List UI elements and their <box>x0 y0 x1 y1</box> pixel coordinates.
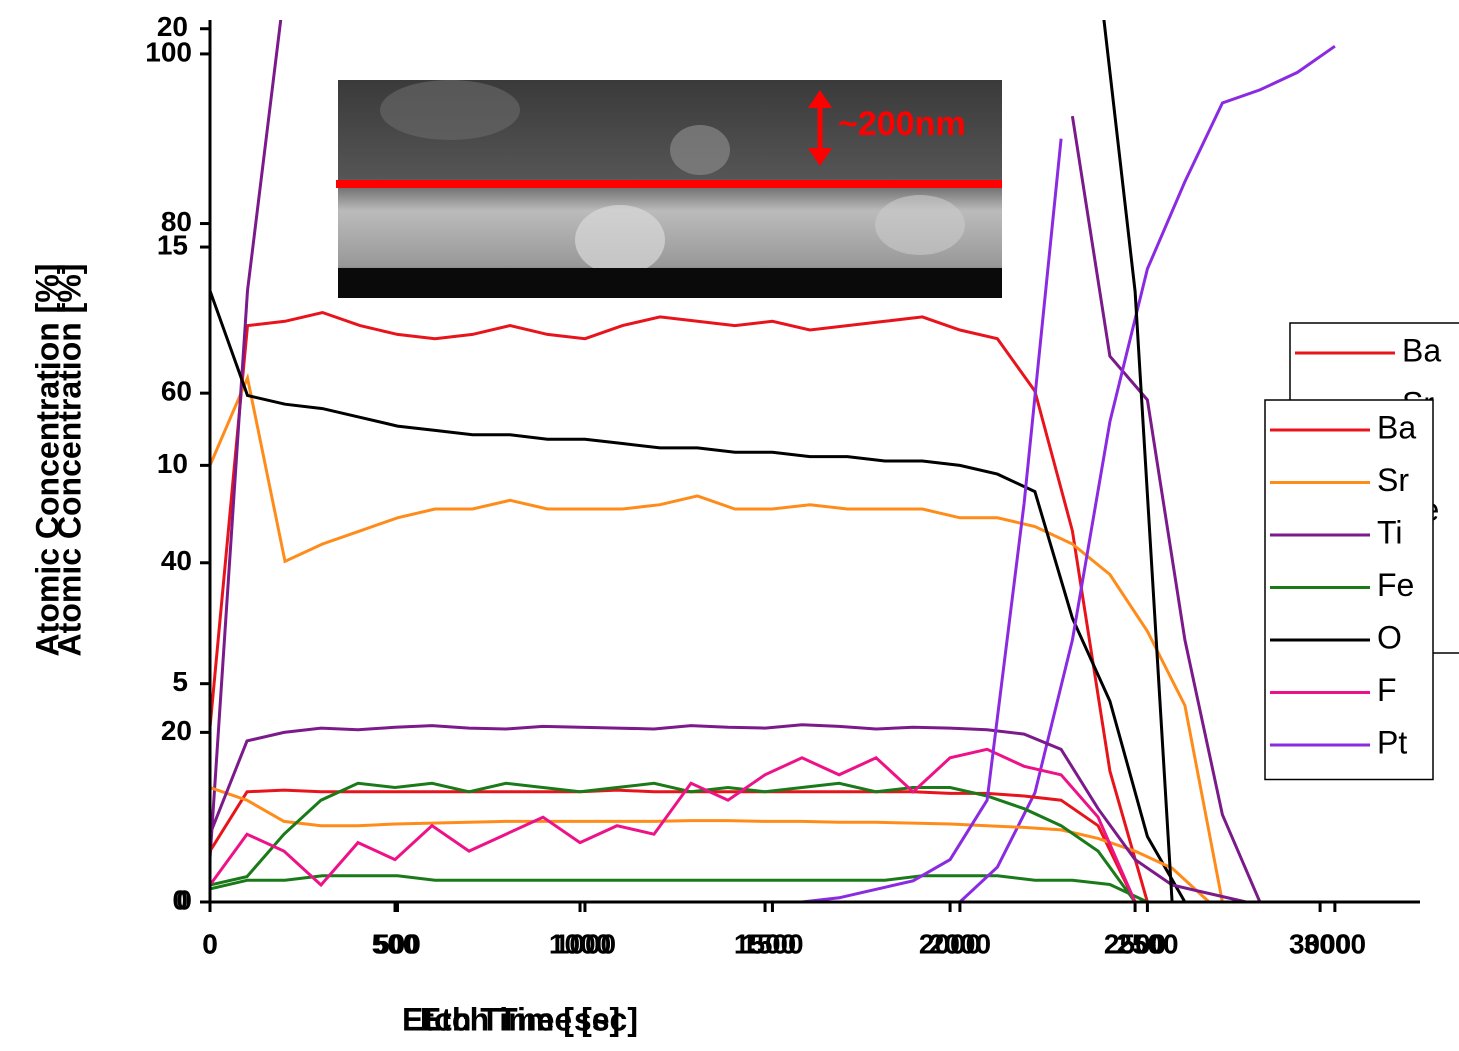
x-tick-label: 2000 <box>929 928 991 959</box>
series-line <box>210 786 1321 902</box>
x-tick-label: 2500 <box>1104 928 1166 959</box>
series-line <box>210 44 1336 902</box>
y-tick-label: 20 <box>157 11 188 42</box>
x-tick-label: 1500 <box>734 928 796 959</box>
series-line <box>210 310 1335 902</box>
x-tick-label: 3000 <box>1304 928 1366 959</box>
y-tick-label: 20 <box>161 715 192 746</box>
legend-label: Fe <box>1377 567 1414 603</box>
y-tick-label: 40 <box>161 545 192 576</box>
x-tick-label: 0 <box>202 928 218 959</box>
y-axis-title: Atomic Concentration [%] <box>29 264 65 657</box>
y-tick-label: 0 <box>176 884 192 915</box>
legend-box <box>1264 399 1434 781</box>
y-tick-label: 80 <box>161 206 192 237</box>
series-line <box>210 373 1335 902</box>
y-tick-label: 60 <box>161 376 192 407</box>
series-line <box>210 20 1335 902</box>
legend-label: Ba <box>1377 409 1416 445</box>
series-line <box>210 874 1335 902</box>
x-tick-label: 0 <box>202 928 218 959</box>
x-tick-label: 1000 <box>554 928 616 959</box>
x-tick-label: 1000 <box>549 928 611 959</box>
x-tick-label: 500 <box>374 928 421 959</box>
y-tick-label: 0 <box>172 884 188 915</box>
sem-inset: ~200nm <box>336 80 1002 298</box>
series-line <box>210 290 1335 902</box>
y-axis-title: Atomic Concentration [%] <box>51 264 87 657</box>
y-tick-label: 15 <box>157 229 188 260</box>
series-line <box>210 723 1321 902</box>
inset-label: ~200nm <box>838 105 966 143</box>
legend-label: O <box>1377 619 1402 655</box>
series-line <box>210 781 1321 902</box>
series-line <box>210 747 1321 902</box>
legend-label: Ba <box>1402 332 1441 368</box>
legend-label: Pt <box>1377 724 1407 760</box>
legend-label: Sr <box>1377 462 1409 498</box>
x-tick-label: 2000 <box>919 928 981 959</box>
x-tick-label: 3000 <box>1289 928 1351 959</box>
x-axis-title: Etch Time [s] <box>420 1001 620 1037</box>
x-tick-label: 1500 <box>741 928 803 959</box>
x-tick-label: 2500 <box>1116 928 1178 959</box>
series-line <box>210 138 1063 902</box>
series-line <box>1102 20 1321 902</box>
x-axis-title: Etch Time [sec] <box>402 1001 638 1037</box>
y-tick-label: 5 <box>172 666 188 697</box>
y-tick-label: 100 <box>145 36 192 67</box>
x-tick-label: 500 <box>372 928 419 959</box>
legend-label: F <box>1377 672 1397 708</box>
y-tick-label: 10 <box>157 448 188 479</box>
legend-label: Ti <box>1377 514 1402 550</box>
